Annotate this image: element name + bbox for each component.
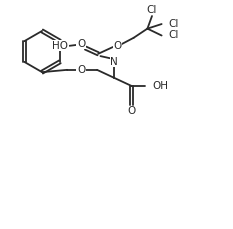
- Text: O: O: [77, 65, 85, 75]
- Text: Cl: Cl: [168, 19, 178, 29]
- Text: OH: OH: [152, 81, 168, 91]
- Text: O: O: [127, 106, 136, 116]
- Text: Cl: Cl: [147, 5, 157, 15]
- Text: O: O: [77, 38, 85, 49]
- Text: N: N: [110, 57, 118, 67]
- Text: HO: HO: [52, 41, 69, 51]
- Text: O: O: [113, 41, 122, 51]
- Text: Cl: Cl: [168, 30, 178, 41]
